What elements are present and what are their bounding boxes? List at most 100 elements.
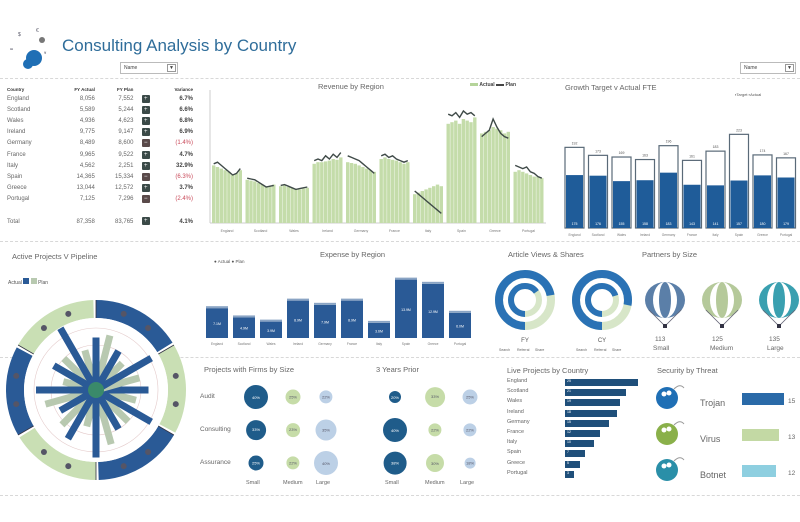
divider	[0, 78, 800, 79]
actual-bar	[566, 175, 583, 228]
revenue-bar	[513, 171, 517, 223]
live-projects-title: Live Projects by Country	[507, 366, 589, 375]
svg-text:¥: ¥	[44, 50, 47, 55]
revenue-bar	[480, 133, 484, 223]
svg-text:€: €	[36, 28, 39, 34]
chevron-down-icon: ▼	[167, 64, 176, 72]
revenue-bar	[435, 184, 440, 223]
country-filter-dropdown[interactable]: Name ▼	[120, 62, 178, 74]
balloon-icon	[645, 282, 685, 328]
target-label: 161	[689, 154, 695, 158]
legend-item: Share	[535, 348, 544, 352]
bomb-icon	[656, 421, 685, 445]
revenue-bar	[279, 186, 283, 223]
plan-marker	[206, 306, 228, 309]
revenue-bar	[305, 187, 309, 223]
actual-bar	[754, 175, 771, 228]
article-donuts: FY Search Referral Share CY Search Referral Sha…	[495, 270, 632, 352]
bubble: 35%	[315, 419, 337, 441]
partner-size-label: Small	[653, 345, 670, 352]
column-header: FY Actual	[74, 87, 95, 92]
plan-marker	[287, 298, 309, 301]
dropdown-value: Name	[124, 65, 138, 71]
revenue-bar	[301, 188, 306, 223]
wheel-bolt	[65, 463, 72, 470]
plan-cell: 15,334	[115, 173, 134, 180]
wheel-bolt	[172, 401, 179, 408]
actual-bar	[777, 177, 795, 228]
revenue-bar	[231, 175, 235, 223]
revenue-bar	[316, 162, 320, 223]
divider	[0, 241, 800, 242]
legend-actual: Actual	[750, 92, 762, 97]
donut-label: CY	[598, 338, 606, 344]
revenue-bar	[282, 185, 287, 223]
column-header: Country	[7, 87, 25, 92]
size-label: Medium	[283, 480, 303, 486]
target-label: 173	[595, 149, 601, 153]
wheel-segment	[18, 300, 94, 354]
x-tick-label: Ireland	[640, 233, 650, 237]
bubble: 30%	[426, 454, 444, 472]
country-label: Wales	[507, 398, 523, 405]
partner-size-label: Medium	[710, 345, 734, 352]
target-label: 167	[783, 152, 789, 156]
actual-label: 158	[642, 222, 648, 226]
revenue-bar	[416, 192, 421, 223]
x-tick-label: Portugal	[522, 229, 535, 233]
status-indicator-icon: +	[135, 104, 156, 115]
revenue-bar	[219, 168, 223, 223]
firm-row-label: Audit	[200, 393, 215, 400]
target-label: 174	[760, 149, 766, 153]
partner-count: 125	[712, 336, 723, 343]
revenue-chart: England Scotland Wales Ireland Germany France…	[209, 90, 546, 233]
actual-cell: 8,056	[79, 95, 95, 102]
table-row: Germany 8,489 8,600− (1.4%)	[5, 138, 195, 149]
live-projects-bar: 15	[565, 419, 609, 427]
revenue-bar	[272, 184, 276, 223]
plan-line	[514, 164, 543, 179]
revenue-bar	[540, 178, 544, 223]
plan-marker	[233, 315, 255, 318]
partner-count: 135	[769, 336, 780, 343]
revenue-bar	[234, 173, 239, 223]
x-tick-label: Wales	[617, 233, 626, 237]
variance-cell: 6.9%	[179, 129, 193, 136]
revenue-bar	[260, 184, 265, 223]
plan-marker	[449, 310, 471, 313]
x-tick-label: France	[347, 342, 357, 346]
country-label: Germany	[507, 418, 530, 425]
table-row: Scotland 5,589 5,244 +6.6%	[5, 104, 195, 115]
revenue-bar	[465, 120, 469, 223]
x-tick-label: Italy	[712, 233, 718, 237]
live-projects-bar: 18	[565, 409, 618, 417]
plan-marker	[395, 277, 417, 280]
actual-label: 176	[595, 222, 601, 226]
wheel-bolt	[13, 372, 20, 379]
bubble: 22%	[319, 390, 333, 404]
actual-label: 175	[572, 222, 578, 226]
country-cell: Germany	[7, 140, 32, 147]
plan-line	[247, 177, 274, 188]
country-label: England	[507, 378, 528, 384]
revenue-bar	[227, 171, 231, 223]
revenue-bar	[264, 186, 268, 223]
size-label: Large	[460, 480, 475, 486]
status-indicator-icon: +	[135, 127, 156, 138]
plan-line	[481, 117, 509, 139]
legend-actual: Actual	[8, 280, 22, 286]
plan-cell: 7,296	[118, 196, 134, 203]
table-row: France 9,965 9,522 +4.7%	[5, 149, 195, 160]
actual-label: 155	[619, 222, 625, 226]
region-filter-dropdown[interactable]: Name ▼	[740, 62, 796, 74]
partners-title: Partners by Size	[642, 250, 698, 259]
bar-label: 3.6M	[375, 329, 383, 333]
live-projects-bar: 3	[565, 470, 574, 478]
status-indicator-icon: +	[135, 205, 156, 227]
revenue-bar	[387, 159, 391, 223]
table-row: Italy 4,562 2,251 +32.9%	[5, 160, 195, 171]
threat-label: Trojan	[700, 398, 726, 408]
dropdown-value: Name	[744, 65, 758, 71]
expense-bar	[260, 321, 282, 338]
plan-cell: 9,522	[118, 151, 134, 158]
